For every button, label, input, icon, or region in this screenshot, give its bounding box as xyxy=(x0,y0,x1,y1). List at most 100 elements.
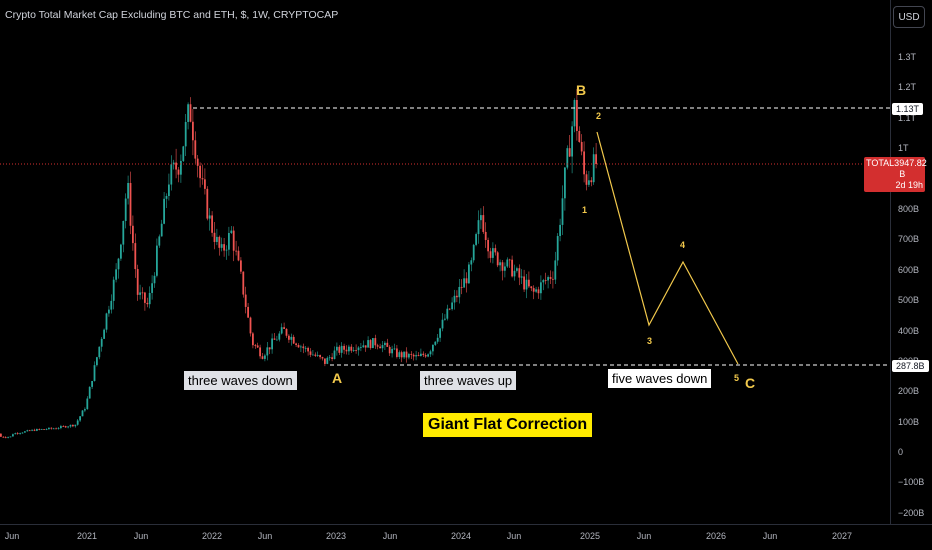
candle-body xyxy=(108,309,110,314)
candle-body xyxy=(336,346,338,351)
candle-body xyxy=(180,160,182,175)
candle-body xyxy=(492,248,494,258)
candle-body xyxy=(561,198,564,225)
candle-body xyxy=(242,271,245,295)
candle-body xyxy=(542,280,545,283)
candle-body xyxy=(40,429,43,430)
candle-body xyxy=(388,346,391,354)
candle-body xyxy=(326,357,329,364)
y-tick: 100B xyxy=(898,417,920,427)
candle-body xyxy=(295,343,297,345)
candle-body xyxy=(196,158,199,166)
candle-body xyxy=(350,346,353,351)
candle-body xyxy=(67,426,69,428)
candle-body xyxy=(26,430,29,432)
candle-body xyxy=(396,348,398,357)
x-tick: Jun xyxy=(257,531,273,541)
candle-body xyxy=(213,232,216,242)
candle-body xyxy=(98,346,101,358)
time-axis-border xyxy=(0,524,932,525)
candle-body xyxy=(9,436,12,438)
candle-body xyxy=(348,346,350,352)
x-tick: 2025 xyxy=(579,531,601,541)
level-tag-top: 1.13T xyxy=(892,103,924,115)
candle-body xyxy=(456,295,458,298)
candle-body xyxy=(544,280,547,281)
candle-body xyxy=(484,231,487,240)
currency-button[interactable]: USD xyxy=(893,6,925,28)
candle-body xyxy=(45,429,48,430)
candle-body xyxy=(120,244,122,259)
candle-body xyxy=(220,244,223,248)
candle-body xyxy=(480,215,482,221)
y-tick: 400B xyxy=(898,326,920,336)
candle-body xyxy=(523,276,525,290)
candle-body xyxy=(60,426,62,429)
candle-body xyxy=(252,333,254,346)
candle-body xyxy=(50,427,53,429)
candle-body xyxy=(340,345,343,353)
candle-body xyxy=(76,420,79,425)
annotation-giant-flat-correction: Giant Flat Correction xyxy=(423,413,593,437)
price-axis-border xyxy=(890,0,891,525)
candle-body xyxy=(127,182,129,199)
chart-title: Crypto Total Market Cap Excluding BTC an… xyxy=(5,9,339,21)
candle-body xyxy=(64,426,67,428)
candle-body xyxy=(405,351,408,358)
candle-body xyxy=(578,130,581,142)
candle-body xyxy=(369,340,372,349)
wave-label-5: 5 xyxy=(734,373,740,383)
candle-body xyxy=(216,236,218,242)
candle-body xyxy=(398,352,401,357)
candle-body xyxy=(19,433,21,434)
candle-body xyxy=(237,250,240,261)
candle-body xyxy=(206,188,209,219)
candle-body xyxy=(273,338,276,340)
candle-body xyxy=(374,338,377,346)
candle-body xyxy=(532,288,535,292)
candle-body xyxy=(314,354,317,356)
candle-body xyxy=(580,141,583,152)
candle-body xyxy=(151,283,153,293)
x-tick: 2024 xyxy=(450,531,472,541)
candle-body xyxy=(547,277,549,281)
candle-body xyxy=(302,346,305,349)
candle-body xyxy=(410,353,413,355)
price-tag-symbol: TOTAL3 xyxy=(866,158,900,168)
candle-body xyxy=(384,342,386,346)
candle-body xyxy=(504,266,506,271)
candle-body xyxy=(487,239,489,252)
candle-body xyxy=(72,424,74,427)
candle-body xyxy=(105,313,108,330)
candle-body xyxy=(436,337,439,342)
candle-body xyxy=(52,428,55,430)
candle-body xyxy=(163,198,165,224)
candle-body xyxy=(112,279,115,301)
candle-body xyxy=(21,432,24,434)
x-tick: Jun xyxy=(762,531,778,541)
candle-body xyxy=(38,429,41,430)
candle-body xyxy=(134,243,137,270)
candle-body xyxy=(31,429,33,431)
candle-body xyxy=(364,345,367,348)
candle-body xyxy=(412,354,415,357)
candle-body xyxy=(391,348,393,354)
candle-body xyxy=(520,276,523,278)
candle-body xyxy=(304,347,307,349)
y-tick: 200B xyxy=(898,386,920,396)
x-tick: 2026 xyxy=(705,531,727,541)
wave-label-1: 1 xyxy=(582,205,588,215)
candle-body xyxy=(444,318,446,320)
candle-body xyxy=(556,236,559,261)
candle-body xyxy=(172,162,175,165)
candle-body xyxy=(235,250,237,252)
candle-body xyxy=(182,146,185,161)
candle-body xyxy=(228,232,230,250)
candle-body xyxy=(223,244,225,251)
candle-body xyxy=(441,319,444,329)
candle-body xyxy=(43,429,45,430)
candle-body xyxy=(91,380,93,387)
candle-body xyxy=(331,357,333,360)
candle-body xyxy=(338,346,341,353)
